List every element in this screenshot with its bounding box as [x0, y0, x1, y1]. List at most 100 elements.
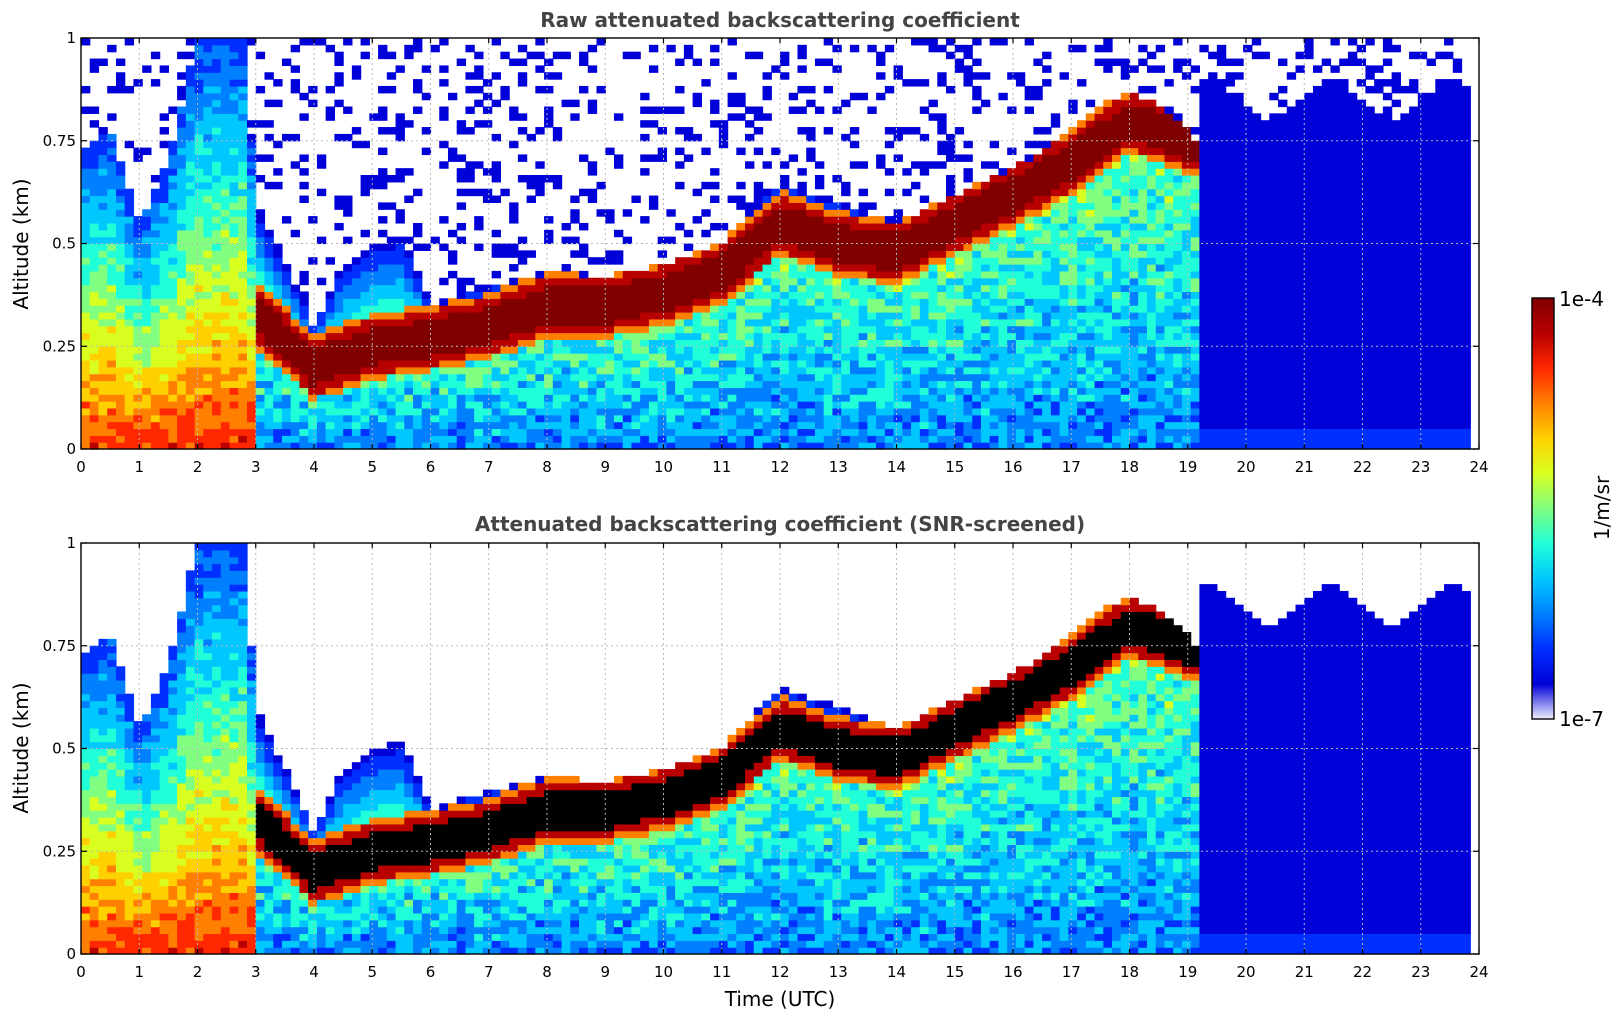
heatmap-cell — [395, 442, 405, 450]
heatmap-cell — [220, 195, 231, 203]
heatmap-cell — [683, 264, 694, 272]
heatmap-cell — [238, 65, 248, 73]
heatmap-cell — [1155, 332, 1166, 340]
heatmap-cell — [500, 401, 510, 409]
heatmap-cell — [1015, 264, 1026, 272]
heatmap-cell — [919, 209, 930, 217]
heatmap-cell — [1042, 229, 1052, 238]
heatmap-cell — [212, 140, 222, 149]
heatmap-cell — [1120, 127, 1131, 135]
heatmap-cell — [255, 284, 266, 293]
heatmap-cell — [605, 284, 615, 293]
heatmap-cell — [177, 380, 187, 388]
heatmap-cell — [797, 85, 807, 94]
heatmap-cell — [780, 161, 790, 169]
heatmap-cell — [823, 414, 834, 423]
heatmap-cell — [613, 353, 624, 361]
heatmap-cell — [736, 113, 746, 121]
heatmap-cell — [570, 346, 580, 354]
heatmap-cell — [954, 229, 965, 238]
heatmap-cell — [858, 92, 868, 101]
heatmap-cell — [229, 366, 239, 375]
heatmap-cell — [937, 291, 947, 299]
heatmap-cell — [491, 284, 501, 293]
heatmap-cell — [648, 373, 659, 382]
heatmap-cell — [430, 442, 440, 450]
heatmap-cell — [229, 175, 239, 183]
heatmap-cell — [832, 175, 842, 183]
heatmap-cell — [185, 92, 196, 101]
heatmap-cell — [509, 140, 519, 149]
heatmap-cell — [937, 325, 947, 334]
heatmap-cell — [937, 79, 947, 87]
heatmap-cell — [395, 373, 405, 382]
heatmap-cell — [552, 421, 563, 430]
heatmap-cell — [911, 421, 921, 430]
heatmap-cell — [142, 366, 152, 375]
heatmap-cell — [98, 140, 108, 149]
heatmap-cell — [413, 401, 423, 409]
heatmap-cell — [640, 312, 650, 320]
heatmap-cell — [998, 318, 1008, 327]
heatmap-cell — [413, 421, 423, 430]
heatmap-cell — [552, 72, 563, 80]
heatmap-cell — [814, 175, 825, 183]
heatmap-cell — [115, 72, 126, 80]
heatmap-cell — [998, 414, 1008, 423]
heatmap-cell — [177, 161, 187, 169]
heatmap-cell — [386, 346, 397, 354]
heatmap-cell — [220, 243, 231, 251]
heatmap-cell — [666, 353, 676, 361]
heatmap-cell — [316, 428, 327, 436]
heatmap-cell — [788, 401, 799, 409]
heatmap-cell — [535, 181, 545, 190]
heatmap-cell — [465, 394, 475, 402]
heatmap-cell — [133, 373, 143, 382]
heatmap-cell — [1146, 291, 1157, 299]
heatmap-cell — [596, 428, 606, 436]
heatmap-cell — [150, 332, 161, 340]
heatmap-cell — [544, 359, 554, 368]
heatmap-cell — [255, 264, 266, 272]
heatmap-cell — [1007, 175, 1017, 183]
heatmap-cell — [561, 222, 571, 231]
heatmap-cell — [255, 291, 266, 299]
heatmap-cell — [500, 428, 510, 436]
heatmap-cell — [360, 264, 370, 272]
heatmap-cell — [587, 353, 598, 361]
heatmap-cell — [806, 394, 816, 402]
heatmap-cell — [989, 380, 1000, 388]
heatmap-cell — [902, 359, 912, 368]
heatmap-cell — [255, 428, 266, 436]
heatmap-cell — [386, 366, 397, 375]
heatmap-cell — [788, 435, 799, 443]
heatmap-cell — [954, 222, 965, 231]
heatmap-cell — [718, 250, 729, 258]
heatmap-cell — [482, 305, 493, 313]
heatmap-cell — [762, 264, 772, 272]
heatmap-cell — [142, 312, 152, 320]
heatmap-cell — [194, 79, 204, 87]
heatmap-cell — [474, 442, 484, 450]
heatmap-cell — [264, 229, 274, 238]
heatmap-cell — [797, 209, 807, 217]
heatmap-cell — [946, 318, 956, 327]
heatmap-cell — [954, 154, 965, 162]
heatmap-cell — [273, 373, 283, 382]
heatmap-cell — [544, 216, 554, 224]
heatmap-cell — [1129, 99, 1139, 108]
heatmap-cell — [718, 346, 729, 354]
heatmap-cell — [238, 318, 248, 327]
heatmap-cell — [666, 284, 676, 293]
heatmap-cell — [561, 305, 571, 313]
heatmap-cell — [482, 79, 493, 87]
heatmap-cell — [89, 120, 100, 128]
heatmap-cell — [386, 414, 397, 423]
heatmap-cell — [247, 332, 257, 340]
heatmap-cell — [334, 346, 344, 354]
heatmap-cell — [911, 181, 921, 190]
heatmap-cell — [1094, 243, 1104, 251]
heatmap-cell — [526, 428, 536, 436]
heatmap-cell — [771, 380, 781, 388]
heatmap-cell — [1085, 291, 1096, 299]
